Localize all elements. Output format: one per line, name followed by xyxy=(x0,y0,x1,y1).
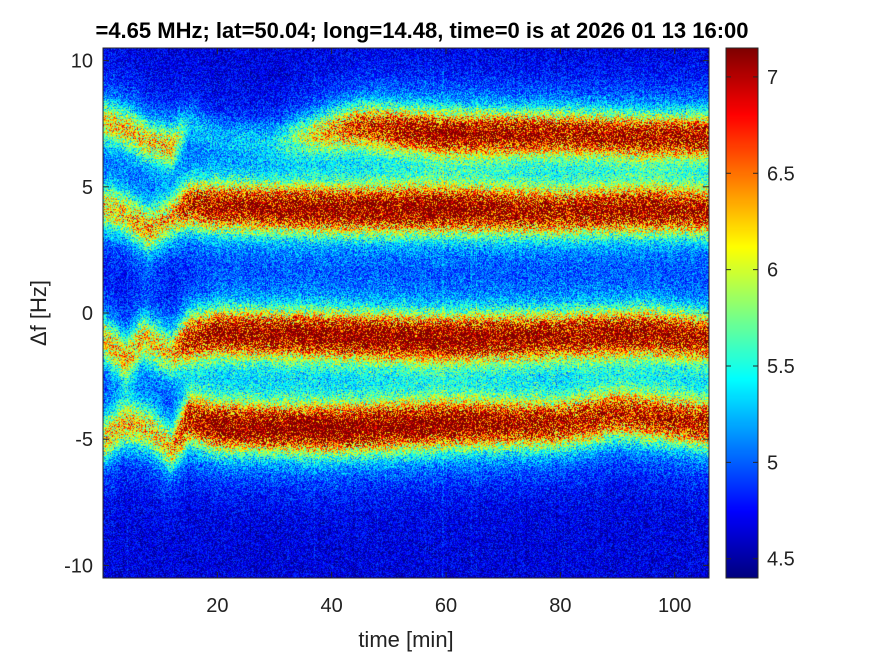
x-tick-label: 100 xyxy=(658,595,691,617)
y-tick-label: -5 xyxy=(75,429,93,451)
y-tick-label: 10 xyxy=(71,51,93,73)
x-tick-label: 80 xyxy=(549,595,571,617)
heatmap-image xyxy=(103,48,709,578)
colorbar-tick-label: 7 xyxy=(767,67,778,89)
x-tick-label: 20 xyxy=(206,595,228,617)
colorbar-gradient xyxy=(726,48,758,578)
heatmap-plot-area xyxy=(103,48,709,578)
x-tick-label: 40 xyxy=(321,595,343,617)
colorbar-tick-label: 5.5 xyxy=(767,356,795,378)
y-tick-label: 0 xyxy=(82,303,93,325)
colorbar-gradient-frame xyxy=(726,48,758,578)
colorbar-tick-label: 6.5 xyxy=(767,163,795,185)
heatmap-image-frame xyxy=(103,48,709,578)
x-tick-label: 60 xyxy=(435,595,457,617)
y-tick-label: -10 xyxy=(64,555,93,577)
colorbar-tick-label: 5 xyxy=(767,452,778,474)
y-tick-label: 5 xyxy=(82,177,93,199)
colorbar-tick-label: 4.5 xyxy=(767,549,795,571)
colorbar-tick-label: 6 xyxy=(767,260,778,282)
x-axis-label: time [min] xyxy=(358,627,453,652)
chart-title: =4.65 MHz; lat=50.04; long=14.48, time=0… xyxy=(95,18,748,43)
y-axis-label: Δf [Hz] xyxy=(26,280,51,346)
